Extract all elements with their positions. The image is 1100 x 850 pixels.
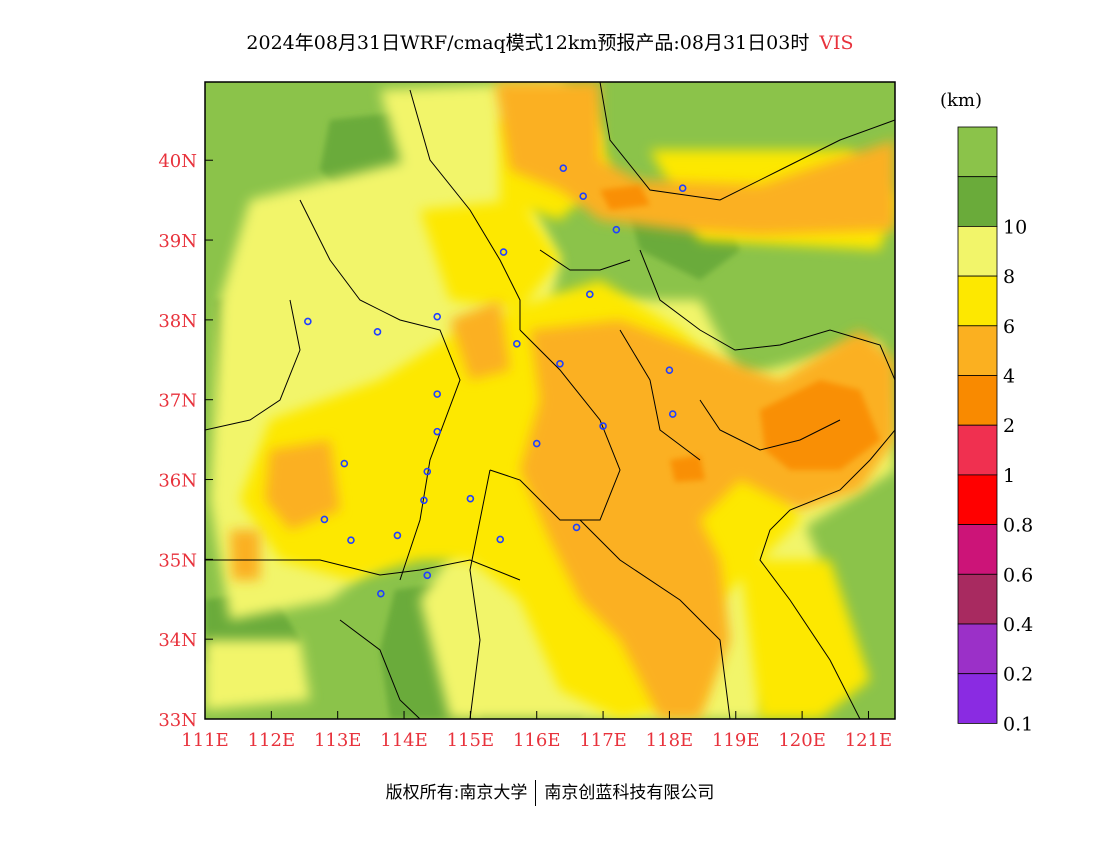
city-marker [499, 248, 508, 256]
lat-tick-label: 36N [158, 471, 197, 492]
axis-ticks [204, 159, 869, 720]
legend-label: 0.6 [1003, 564, 1033, 586]
legend-swatch [957, 424, 998, 476]
lat-tick-label: 40N [158, 151, 197, 172]
city-marker [532, 439, 541, 448]
legend-label: 0.8 [1003, 515, 1033, 537]
copyright-left: 版权所有:南京大学 [385, 783, 528, 803]
legend-label: 4 [1003, 366, 1015, 388]
legend-label: 1 [1003, 465, 1015, 487]
city-marker [559, 164, 568, 173]
legend-swatch [957, 673, 998, 724]
city-marker [513, 340, 521, 348]
city-markers [304, 164, 687, 598]
legend-swatch [957, 325, 998, 376]
legend-label: 6 [1003, 316, 1015, 338]
copyright-footer: 版权所有:南京大学 南京创蓝科技有限公司 [0, 778, 1100, 806]
lon-tick-label: 114E [380, 730, 428, 751]
city-marker [433, 390, 442, 398]
lon-tick-label: 120E [778, 730, 826, 751]
city-marker [678, 184, 687, 192]
city-marker [433, 427, 442, 436]
legend-swatch [957, 375, 998, 426]
lon-tick-label: 115E [447, 730, 495, 751]
city-marker [304, 317, 312, 326]
city-marker [586, 290, 594, 299]
city-marker [665, 366, 674, 374]
legend-label: 8 [1003, 266, 1015, 288]
lon-tick-label: 113E [314, 730, 362, 751]
map-frame [204, 81, 896, 720]
city-marker [668, 410, 677, 418]
city-marker [320, 515, 329, 524]
city-marker [496, 535, 505, 544]
city-marker [423, 571, 432, 580]
lat-tick-label: 33N [158, 710, 197, 731]
lon-tick-label: 121E [845, 730, 893, 751]
legend-swatch [957, 524, 998, 575]
axis-labels: 111E 112E 113E 114E 115E 116E 117E 118E 119E 120E… [158, 151, 892, 751]
map-title: 2024年08月31日WRF/cmaq模式12km预报产品:08月31日03时 V… [0, 28, 1100, 55]
lat-tick-label: 34N [158, 630, 197, 651]
city-marker [423, 467, 432, 476]
lat-tick-label: 37N [158, 391, 197, 412]
legend-swatch [957, 275, 998, 327]
legend-swatch [957, 474, 998, 525]
city-marker [420, 496, 428, 505]
city-marker [556, 359, 564, 368]
city-marker [466, 494, 475, 503]
city-marker [340, 459, 349, 468]
city-marker [433, 312, 442, 321]
lon-tick-label: 118E [646, 730, 694, 751]
lon-tick-label: 116E [513, 730, 561, 751]
title-main: 2024年08月31日WRF/cmaq模式12km预报产品:08月31日03时 [246, 32, 810, 54]
city-marker [579, 192, 587, 200]
lat-tick-label: 35N [158, 550, 197, 571]
lon-tick-label: 117E [579, 730, 627, 751]
boundary-lines [205, 82, 895, 719]
lat-tick-label: 39N [158, 231, 197, 252]
city-marker [393, 531, 402, 540]
legend-swatch [957, 176, 998, 227]
legend-label: 10 [1003, 216, 1027, 238]
legend-label: 0.2 [1003, 664, 1033, 686]
lat-tick-label: 38N [158, 311, 197, 332]
lon-tick-label: 112E [248, 730, 296, 751]
copyright-right: 南京创蓝科技有限公司 [544, 783, 715, 803]
footer-separator [535, 780, 537, 806]
city-marker [612, 225, 621, 234]
legend-unit: (km) [940, 90, 983, 111]
color-legend: 10 8 6 4 2 1 0.8 0.6 0.4 0.2 0.1 [957, 126, 1033, 735]
legend-swatch [957, 225, 998, 277]
map-field [205, 82, 895, 719]
legend-swatch [957, 623, 998, 675]
lon-tick-label: 119E [712, 730, 760, 751]
legend-label: 0.1 [1003, 713, 1033, 735]
city-marker [572, 523, 581, 532]
legend-label: 0.4 [1003, 614, 1033, 636]
legend-label: 2 [1003, 415, 1015, 437]
city-marker [373, 328, 382, 336]
city-marker [347, 536, 355, 544]
legend-swatch [957, 573, 998, 625]
city-marker [377, 589, 385, 598]
title-variable: VIS [819, 32, 854, 54]
legend-swatch [957, 126, 998, 178]
city-marker [599, 422, 607, 430]
lon-tick-label: 111E [181, 730, 229, 751]
